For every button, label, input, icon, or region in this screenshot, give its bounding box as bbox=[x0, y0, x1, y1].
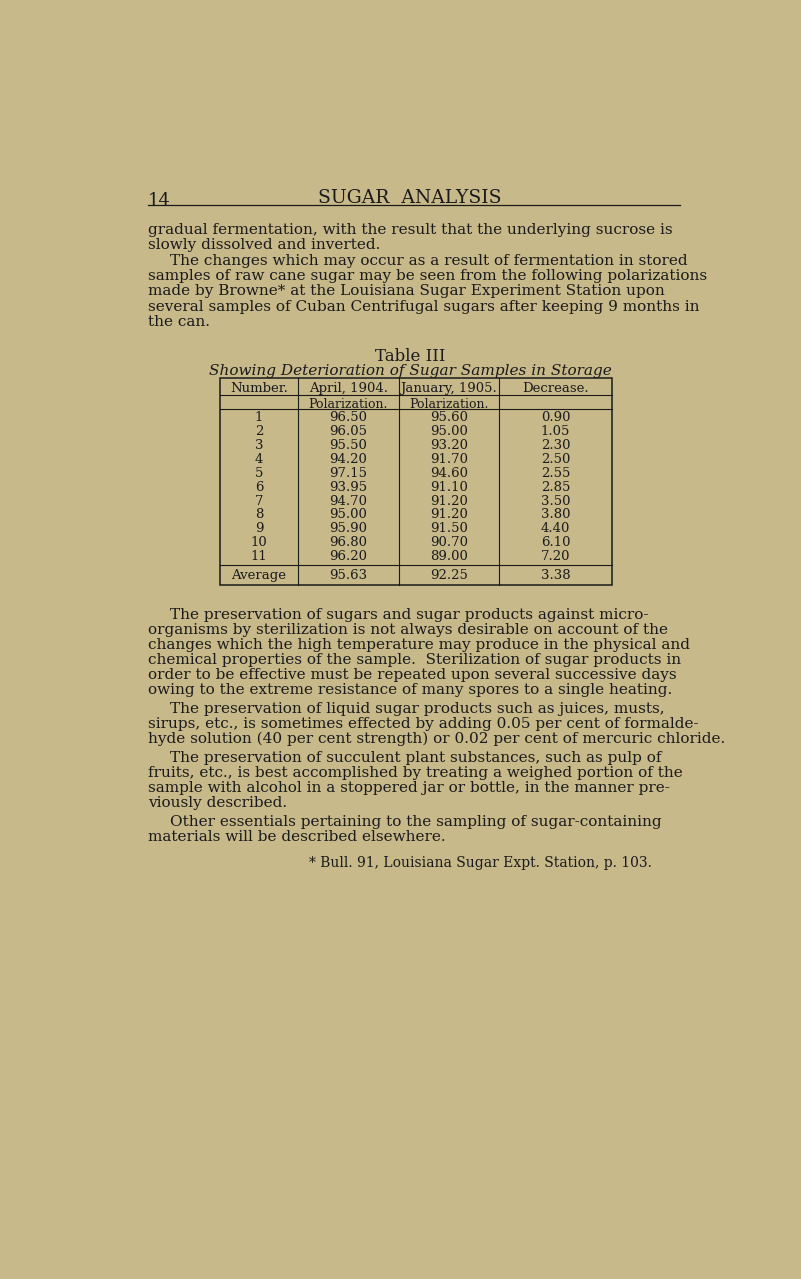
Text: The preservation of sugars and sugar products against micro-: The preservation of sugars and sugar pro… bbox=[170, 608, 648, 622]
Text: 9: 9 bbox=[255, 522, 264, 536]
Text: materials will be described elsewhere.: materials will be described elsewhere. bbox=[148, 830, 446, 844]
Text: several samples of Cuban Centrifugal sugars after keeping 9 months in: several samples of Cuban Centrifugal sug… bbox=[148, 299, 700, 313]
Text: 92.25: 92.25 bbox=[430, 569, 468, 582]
Text: 7.20: 7.20 bbox=[541, 550, 570, 563]
Text: changes which the high temperature may produce in the physical and: changes which the high temperature may p… bbox=[148, 638, 690, 652]
Text: gradual fermentation, with the result that the underlying sucrose is: gradual fermentation, with the result th… bbox=[148, 223, 673, 237]
Text: 4: 4 bbox=[255, 453, 264, 466]
Text: 0.90: 0.90 bbox=[541, 412, 570, 425]
Text: 2.85: 2.85 bbox=[541, 481, 570, 494]
Text: Polarization.: Polarization. bbox=[409, 398, 489, 411]
Text: 8: 8 bbox=[255, 509, 264, 522]
Text: 95.00: 95.00 bbox=[329, 509, 367, 522]
Text: 2: 2 bbox=[255, 426, 264, 439]
Text: 91.20: 91.20 bbox=[430, 509, 468, 522]
Text: 96.20: 96.20 bbox=[329, 550, 367, 563]
Text: 93.95: 93.95 bbox=[329, 481, 367, 494]
Bar bbox=[220, 379, 612, 585]
Text: The preservation of succulent plant substances, such as pulp of: The preservation of succulent plant subs… bbox=[170, 751, 662, 765]
Text: Polarization.: Polarization. bbox=[308, 398, 388, 411]
Text: 90.70: 90.70 bbox=[430, 536, 468, 549]
Text: samples of raw cane sugar may be seen from the following polarizations: samples of raw cane sugar may be seen fr… bbox=[148, 269, 707, 283]
Text: 93.20: 93.20 bbox=[430, 439, 468, 453]
Text: April, 1904.: April, 1904. bbox=[308, 382, 388, 395]
Text: 91.70: 91.70 bbox=[430, 453, 468, 466]
Text: 11: 11 bbox=[251, 550, 268, 563]
Text: 95.63: 95.63 bbox=[329, 569, 367, 582]
Text: made by Browne* at the Louisiana Sugar Experiment Station upon: made by Browne* at the Louisiana Sugar E… bbox=[148, 284, 665, 298]
Text: January, 1905.: January, 1905. bbox=[400, 382, 497, 395]
Text: hyde solution (40 per cent strength) or 0.02 per cent of mercuric chloride.: hyde solution (40 per cent strength) or … bbox=[148, 732, 726, 746]
Text: chemical properties of the sample.  Sterilization of sugar products in: chemical properties of the sample. Steri… bbox=[148, 652, 682, 666]
Text: Showing Deterioration of Sugar Samples in Storage: Showing Deterioration of Sugar Samples i… bbox=[209, 365, 611, 379]
Text: 3.38: 3.38 bbox=[541, 569, 570, 582]
Text: 96.50: 96.50 bbox=[329, 412, 367, 425]
Text: 2.30: 2.30 bbox=[541, 439, 570, 453]
Text: 89.00: 89.00 bbox=[430, 550, 468, 563]
Text: 91.50: 91.50 bbox=[430, 522, 468, 536]
Text: 94.70: 94.70 bbox=[329, 495, 367, 508]
Text: 95.00: 95.00 bbox=[430, 426, 468, 439]
Text: sample with alcohol in a stoppered jar or bottle, in the manner pre-: sample with alcohol in a stoppered jar o… bbox=[148, 780, 670, 794]
Text: Table III: Table III bbox=[375, 348, 445, 365]
Text: order to be effective must be repeated upon several successive days: order to be effective must be repeated u… bbox=[148, 668, 677, 682]
Text: * Bull. 91, Louisiana Sugar Expt. Station, p. 103.: * Bull. 91, Louisiana Sugar Expt. Statio… bbox=[309, 856, 652, 870]
Text: 95.90: 95.90 bbox=[329, 522, 367, 536]
Text: Number.: Number. bbox=[230, 382, 288, 395]
Text: 1.05: 1.05 bbox=[541, 426, 570, 439]
Text: 91.10: 91.10 bbox=[430, 481, 468, 494]
Text: 6: 6 bbox=[255, 481, 264, 494]
Text: sirups, etc., is sometimes effected by adding 0.05 per cent of formalde-: sirups, etc., is sometimes effected by a… bbox=[148, 716, 698, 730]
Text: Other essentials pertaining to the sampling of sugar-containing: Other essentials pertaining to the sampl… bbox=[170, 815, 662, 829]
Text: 3.50: 3.50 bbox=[541, 495, 570, 508]
Text: the can.: the can. bbox=[148, 315, 210, 329]
Text: organisms by sterilization is not always desirable on account of the: organisms by sterilization is not always… bbox=[148, 623, 668, 637]
Text: 3.80: 3.80 bbox=[541, 509, 570, 522]
Text: 97.15: 97.15 bbox=[329, 467, 367, 480]
Text: slowly dissolved and inverted.: slowly dissolved and inverted. bbox=[148, 238, 380, 252]
Text: 91.20: 91.20 bbox=[430, 495, 468, 508]
Text: 14: 14 bbox=[148, 192, 171, 210]
Text: 95.60: 95.60 bbox=[430, 412, 468, 425]
Text: Decrease.: Decrease. bbox=[522, 382, 589, 395]
Text: 94.60: 94.60 bbox=[430, 467, 468, 480]
Text: 94.20: 94.20 bbox=[329, 453, 367, 466]
Text: 95.50: 95.50 bbox=[329, 439, 367, 453]
Text: viously described.: viously described. bbox=[148, 796, 288, 810]
Text: 4.40: 4.40 bbox=[541, 522, 570, 536]
Text: 96.05: 96.05 bbox=[329, 426, 367, 439]
Text: 1: 1 bbox=[255, 412, 264, 425]
Text: The changes which may occur as a result of fermentation in stored: The changes which may occur as a result … bbox=[170, 253, 687, 267]
Text: Average: Average bbox=[231, 569, 287, 582]
Text: 2.50: 2.50 bbox=[541, 453, 570, 466]
Text: 6.10: 6.10 bbox=[541, 536, 570, 549]
Text: 2.55: 2.55 bbox=[541, 467, 570, 480]
Text: 5: 5 bbox=[255, 467, 264, 480]
Text: 96.80: 96.80 bbox=[329, 536, 367, 549]
Text: 7: 7 bbox=[255, 495, 264, 508]
Text: The preservation of liquid sugar products such as juices, musts,: The preservation of liquid sugar product… bbox=[170, 702, 665, 716]
Text: 10: 10 bbox=[251, 536, 268, 549]
Text: SUGAR  ANALYSIS: SUGAR ANALYSIS bbox=[318, 189, 502, 207]
Text: fruits, etc., is best accomplished by treating a weighed portion of the: fruits, etc., is best accomplished by tr… bbox=[148, 766, 683, 780]
Text: owing to the extreme resistance of many spores to a single heating.: owing to the extreme resistance of many … bbox=[148, 683, 672, 697]
Text: 3: 3 bbox=[255, 439, 264, 453]
